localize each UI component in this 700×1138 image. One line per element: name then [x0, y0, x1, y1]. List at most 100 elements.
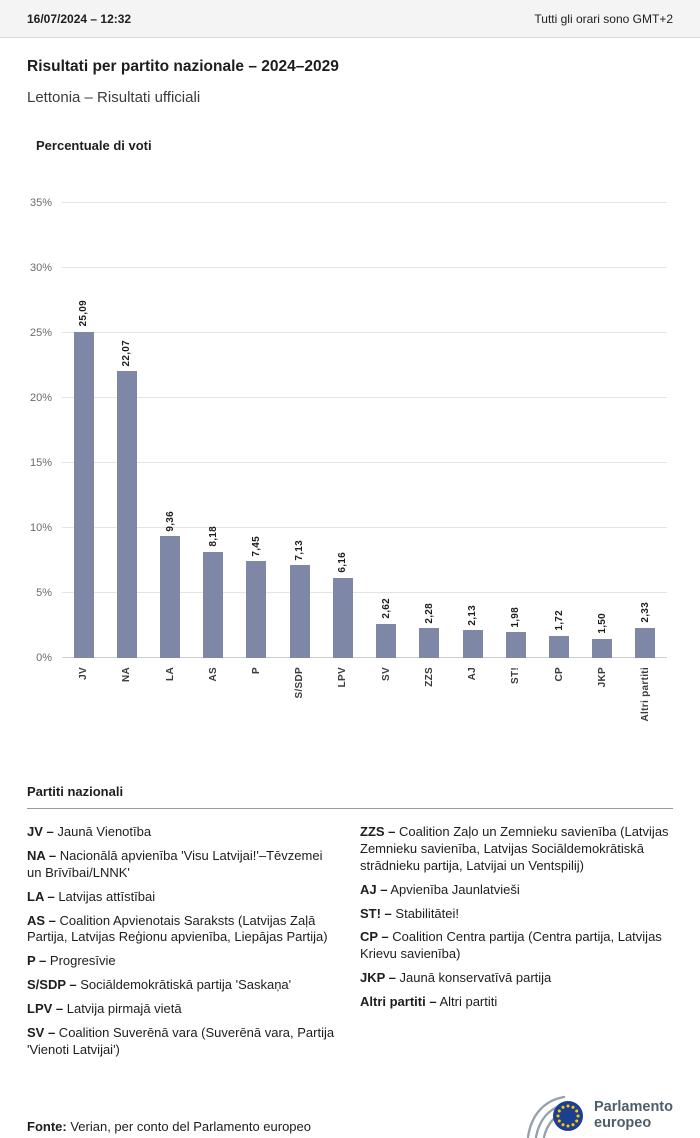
bar: [203, 551, 224, 658]
bar-value-label: 6,16: [337, 552, 349, 573]
legend-item-abbr: P –: [27, 953, 47, 969]
legend-item-text: Nacionālā apvienība 'Visu Latvijai!'–Tēv…: [27, 847, 323, 880]
bar-slot: 1,50: [581, 203, 624, 658]
x-axis-label: CP: [553, 667, 565, 682]
legend-item-text: Jaunā Vienotība: [53, 824, 152, 839]
gridline: [62, 332, 667, 333]
legend-column: JV – Jaunā Vienotība NA – Nacionālā apvie…: [27, 824, 340, 1066]
bar: [289, 565, 310, 658]
legend-item-text: Coalition Zaļo un Zemnieku savienība (La…: [360, 824, 669, 873]
x-axis-label: ZZS: [423, 667, 435, 687]
bar-value-label: 2,62: [380, 598, 392, 619]
bar-slot: 9,36: [148, 203, 191, 658]
legend-item-abbr: ST! –: [360, 905, 392, 921]
legend-item-text: Latvijas attīstībai: [54, 888, 156, 904]
bar: [505, 632, 526, 658]
x-axis-label: JV: [78, 667, 90, 680]
bar-value-label: 8,18: [207, 526, 219, 547]
x-axis-label: LA: [164, 667, 176, 681]
x-slot: SV: [365, 658, 408, 758]
legend-item-abbr: SV –: [27, 1025, 56, 1041]
legend-column: ZZS – Coalition Zaļo un Zemnieku savienī…: [360, 824, 673, 1066]
x-slot: LA: [148, 658, 191, 758]
legend-item-text: Sociāldemokrātiskā partija 'Saskaņa': [76, 977, 292, 993]
legend-item-text: Apvienība Jaunlatvieši: [387, 881, 520, 897]
bar-slot: 25,09: [62, 203, 105, 658]
x-axis-label: AS: [207, 667, 219, 682]
bar-value-label: 7,13: [294, 539, 306, 561]
legend-item: CP – Coalition Centra partija (Centra pa…: [360, 929, 673, 963]
x-slot: AJ: [451, 658, 494, 758]
legend-item-abbr: LPV –: [27, 1001, 64, 1017]
x-axis-label: AJ: [467, 667, 479, 681]
x-axis-labels: JV NA LA AS P S/SDP LPV SV ZZS AJ ST! CP JKP Altri pa…: [62, 658, 667, 758]
page-footer: Fonte: Verian, per conto del Parlamento …: [27, 1092, 673, 1138]
legend-item-text: Altri partiti: [436, 994, 498, 1010]
y-axis-tick-label: 5%: [36, 587, 52, 599]
bar: [246, 561, 267, 658]
legend-item-abbr: CP –: [360, 929, 389, 945]
x-slot: P: [235, 658, 278, 758]
bar-value-label: 2,13: [467, 604, 479, 626]
y-axis-tick-label: 10%: [29, 522, 52, 534]
bar-slot: 1,72: [537, 203, 580, 658]
bar-slot: 2,13: [451, 203, 494, 658]
gridline: [62, 527, 667, 528]
legend-item-abbr: NA –: [27, 847, 57, 863]
bars-row: 25,09 22,07 9,36 8,18 7,45 7,13 6,16 2,62 2,28 2,…: [62, 203, 667, 658]
bar: [419, 628, 440, 658]
legend-item-text: Latvija pirmajā vietā: [63, 1001, 182, 1017]
bar: [160, 536, 181, 658]
y-axis-tick-label: 0%: [36, 652, 52, 664]
chart-plot: 25,09 22,07 9,36 8,18 7,45 7,13 6,16 2,62 2,28 2,…: [30, 197, 667, 664]
x-axis-label: NA: [121, 667, 133, 683]
x-axis-label: SV: [380, 667, 392, 681]
legend-item-abbr: LA –: [27, 888, 55, 904]
legend-item: Altri partiti – Altri partiti: [360, 994, 673, 1011]
y-axis-tick-label: 25%: [29, 327, 52, 339]
timezone-note: Tutti gli orari sono GMT+2: [534, 11, 673, 26]
legend-item-abbr: JKP –: [360, 970, 396, 986]
legend-item-abbr: AJ –: [360, 881, 388, 897]
bar: [332, 577, 353, 658]
bar-value-label: 7,45: [250, 535, 262, 557]
legend-item: JV – Jaunā Vienotība: [27, 824, 340, 841]
main-content: Risultati per partito nazionale – 2024–2…: [0, 58, 700, 1138]
bar: [592, 638, 613, 658]
bar-slot: 2,33: [624, 203, 667, 658]
x-slot: S/SDP: [278, 658, 321, 758]
page-subtitle: Lettonia – Risultati ufficiali: [27, 89, 201, 106]
gridline: [62, 202, 667, 203]
x-slot: ZZS: [408, 658, 451, 758]
legend-item: S/SDP – Sociāldemokrātiskā partija 'Sask…: [27, 977, 340, 994]
bar-slot: 6,16: [321, 203, 364, 658]
legend-item: SV – Coalition Suverēnā vara (Suverēnā v…: [27, 1025, 340, 1059]
x-axis-label: JKP: [596, 667, 608, 688]
x-slot: ST!: [494, 658, 537, 758]
legend-item: NA – Nacionālā apvienība 'Visu Latvijai!…: [27, 848, 340, 882]
legend-divider: [27, 808, 673, 809]
x-axis-label: S/SDP: [294, 667, 306, 699]
legend-columns: JV – Jaunā Vienotība NA – Nacionālā apvie…: [27, 824, 673, 1066]
legend-item-text: Coalition Apvienotais Saraksts (Latvijas…: [27, 912, 328, 945]
bar: [462, 630, 483, 658]
legend-item: LA – Latvijas attīstībai: [27, 889, 340, 906]
y-axis-tick-label: 35%: [29, 197, 52, 209]
gridline: [62, 592, 667, 593]
legend-item: AS – Coalition Apvienotais Saraksts (Lat…: [27, 913, 340, 947]
bar-slot: 8,18: [192, 203, 235, 658]
legend-item-text: Jaunā konservatīvā partija: [395, 970, 552, 986]
bar-value-label: 9,36: [164, 510, 176, 532]
x-slot: NA: [105, 658, 148, 758]
logo-text-line1: Parlamento: [594, 1098, 673, 1115]
legend-section: Partiti nazionali JV – Jaunā Vienotība NA…: [27, 784, 673, 1066]
source-note: Fonte: Verian, per conto del Parlamento …: [27, 1119, 311, 1134]
page-title: Risultati per partito nazionale – 2024–2…: [27, 58, 339, 75]
source-text: Verian, per conto del Parlamento europeo: [66, 1118, 311, 1134]
x-slot: LPV: [321, 658, 364, 758]
x-slot: AS: [192, 658, 235, 758]
parliament-hemicycle-icon: [526, 1095, 584, 1138]
x-slot: CP: [537, 658, 580, 758]
bar-value-label: 1,72: [553, 609, 565, 631]
bar-slot: 2,28: [408, 203, 451, 658]
